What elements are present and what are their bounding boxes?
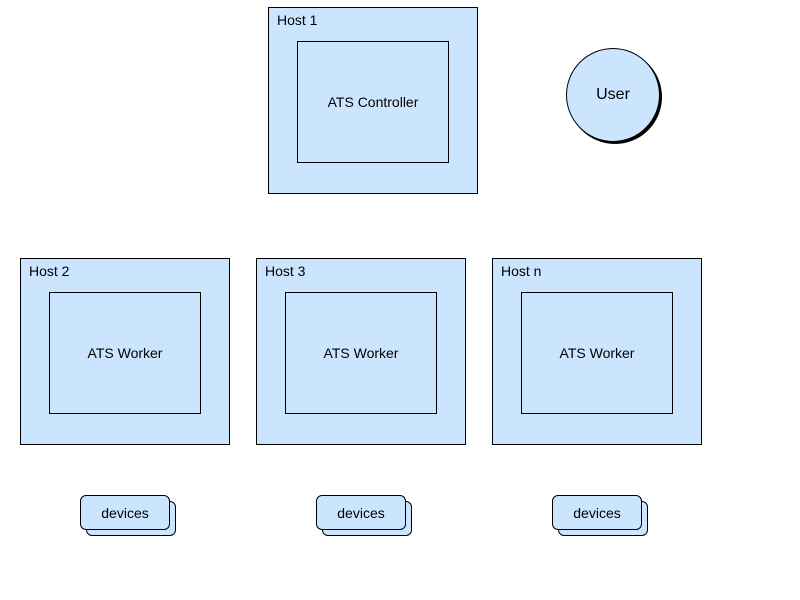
ats-worker-2-label: ATS Worker <box>88 345 163 361</box>
host-3-label: Host 3 <box>265 263 305 279</box>
host-1-label: Host 1 <box>277 12 317 28</box>
devices-n-label: devices <box>573 505 620 521</box>
ats-controller-label: ATS Controller <box>328 94 419 110</box>
devices-2-box: devices <box>80 495 170 530</box>
devices-n-box: devices <box>552 495 642 530</box>
user-label: User <box>596 86 630 104</box>
ats-controller-box: ATS Controller <box>297 41 449 163</box>
user-circle: User <box>566 48 660 142</box>
devices-3-label: devices <box>337 505 384 521</box>
devices-3-box: devices <box>316 495 406 530</box>
host-2-label: Host 2 <box>29 263 69 279</box>
ats-worker-3-box: ATS Worker <box>285 292 437 414</box>
devices-2-label: devices <box>101 505 148 521</box>
ats-worker-n-label: ATS Worker <box>560 345 635 361</box>
ats-worker-2-box: ATS Worker <box>49 292 201 414</box>
ats-worker-3-label: ATS Worker <box>324 345 399 361</box>
host-n-label: Host n <box>501 263 541 279</box>
ats-worker-n-box: ATS Worker <box>521 292 673 414</box>
